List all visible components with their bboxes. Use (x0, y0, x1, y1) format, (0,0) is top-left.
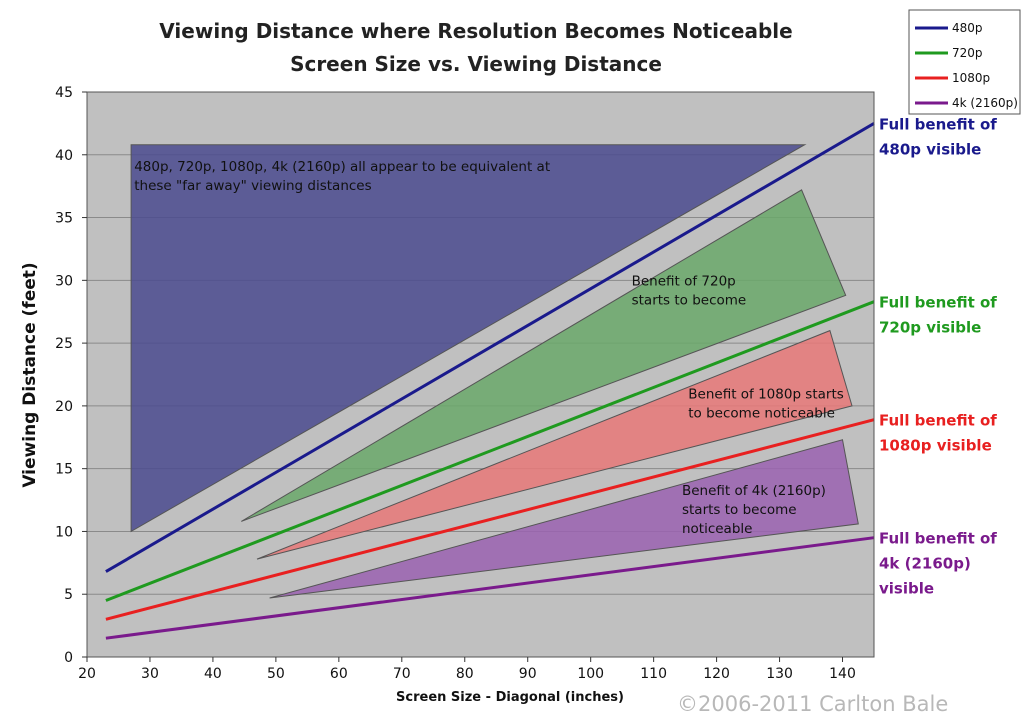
y-tick-label: 40 (55, 148, 73, 164)
series-line-2 (105, 418, 875, 621)
series-line-1 (105, 300, 875, 602)
region-label-2: to become noticeable (688, 405, 835, 421)
x-tick-label: 40 (204, 666, 222, 682)
region-0 (130, 144, 807, 533)
legend-label-1: 720p (952, 46, 983, 60)
x-tick-label: 30 (141, 666, 159, 682)
region-label-1: starts to become (632, 292, 747, 308)
series-end-label-2: 1080p visible (879, 437, 992, 455)
series-end-label-3: 4k (2160p) (879, 555, 971, 573)
x-tick-label: 90 (519, 666, 537, 682)
series-end-label-2: Full benefit of (879, 412, 997, 430)
region-label-0: these "far away" viewing distances (134, 178, 371, 194)
y-tick-label: 35 (55, 211, 73, 227)
region-1 (241, 189, 847, 522)
series-end-label-0: 480p visible (879, 140, 981, 158)
legend-label-0: 480p (952, 21, 983, 35)
region-label-1: Benefit of 720p (632, 273, 736, 289)
series-end-label-1: 720p visible (879, 319, 981, 337)
x-tick-label: 140 (829, 666, 856, 682)
x-axis-ticks: 20 30 40 50 60 70 80 90 100 110 120 130 140 (78, 657, 856, 682)
series-line-3 (105, 536, 875, 640)
series-line-0 (105, 122, 875, 573)
series-end-labels: Full benefit of 480p visible Full benefit … (879, 115, 997, 597)
legend-label-3: 4k (2160p) (952, 96, 1018, 110)
y-tick-label: 45 (55, 85, 73, 101)
copyright: ©2006-2011 Carlton Bale (677, 692, 948, 716)
x-tick-label: 20 (78, 666, 96, 682)
region-label-3: starts to become (682, 502, 797, 518)
legend-label-2: 1080p (952, 71, 990, 85)
legend: 480p 720p 1080p 4k (2160p) (908, 9, 1021, 115)
x-tick-label: 130 (766, 666, 793, 682)
y-tick-label: 25 (55, 336, 73, 352)
x-tick-label: 100 (577, 666, 604, 682)
region-2 (256, 329, 853, 560)
region-label-2: Benefit of 1080p starts (688, 386, 844, 402)
x-tick-label: 70 (393, 666, 411, 682)
chart-subtitle: Screen Size vs. Viewing Distance (290, 52, 662, 76)
plot-border (86, 91, 875, 658)
y-axis-ticks: 0 5 10 15 20 25 30 35 40 45 (55, 85, 87, 666)
y-tick-label: 20 (55, 399, 73, 415)
region-label-3: noticeable (682, 521, 753, 537)
series-end-label-3: Full benefit of (879, 530, 997, 548)
y-tick-label: 15 (55, 462, 73, 478)
y-tick-label: 5 (64, 587, 73, 603)
shaded-regions (130, 144, 859, 599)
x-axis-label: Screen Size - Diagonal (inches) (396, 690, 624, 705)
y-axis-label: Viewing Distance (feet) (20, 262, 40, 487)
x-tick-label: 60 (330, 666, 348, 682)
region-labels: 480p, 720p, 1080p, 4k (2160p) all appear… (134, 159, 844, 537)
x-tick-label: 120 (703, 666, 730, 682)
y-tick-label: 30 (55, 273, 73, 289)
series-lines (105, 122, 875, 640)
x-tick-label: 50 (267, 666, 285, 682)
series-end-label-0: Full benefit of (879, 115, 997, 133)
series-end-label-1: Full benefit of (879, 294, 997, 312)
x-tick-label: 80 (456, 666, 474, 682)
region-3 (269, 439, 859, 599)
y-tick-label: 0 (64, 650, 73, 666)
region-label-3: Benefit of 4k (2160p) (682, 483, 826, 499)
y-tick-label: 10 (55, 524, 73, 540)
x-tick-label: 110 (640, 666, 667, 682)
chart-title: Viewing Distance where Resolution Become… (159, 19, 792, 43)
region-label-0: 480p, 720p, 1080p, 4k (2160p) all appear… (134, 159, 550, 175)
series-end-label-3: visible (879, 580, 934, 598)
